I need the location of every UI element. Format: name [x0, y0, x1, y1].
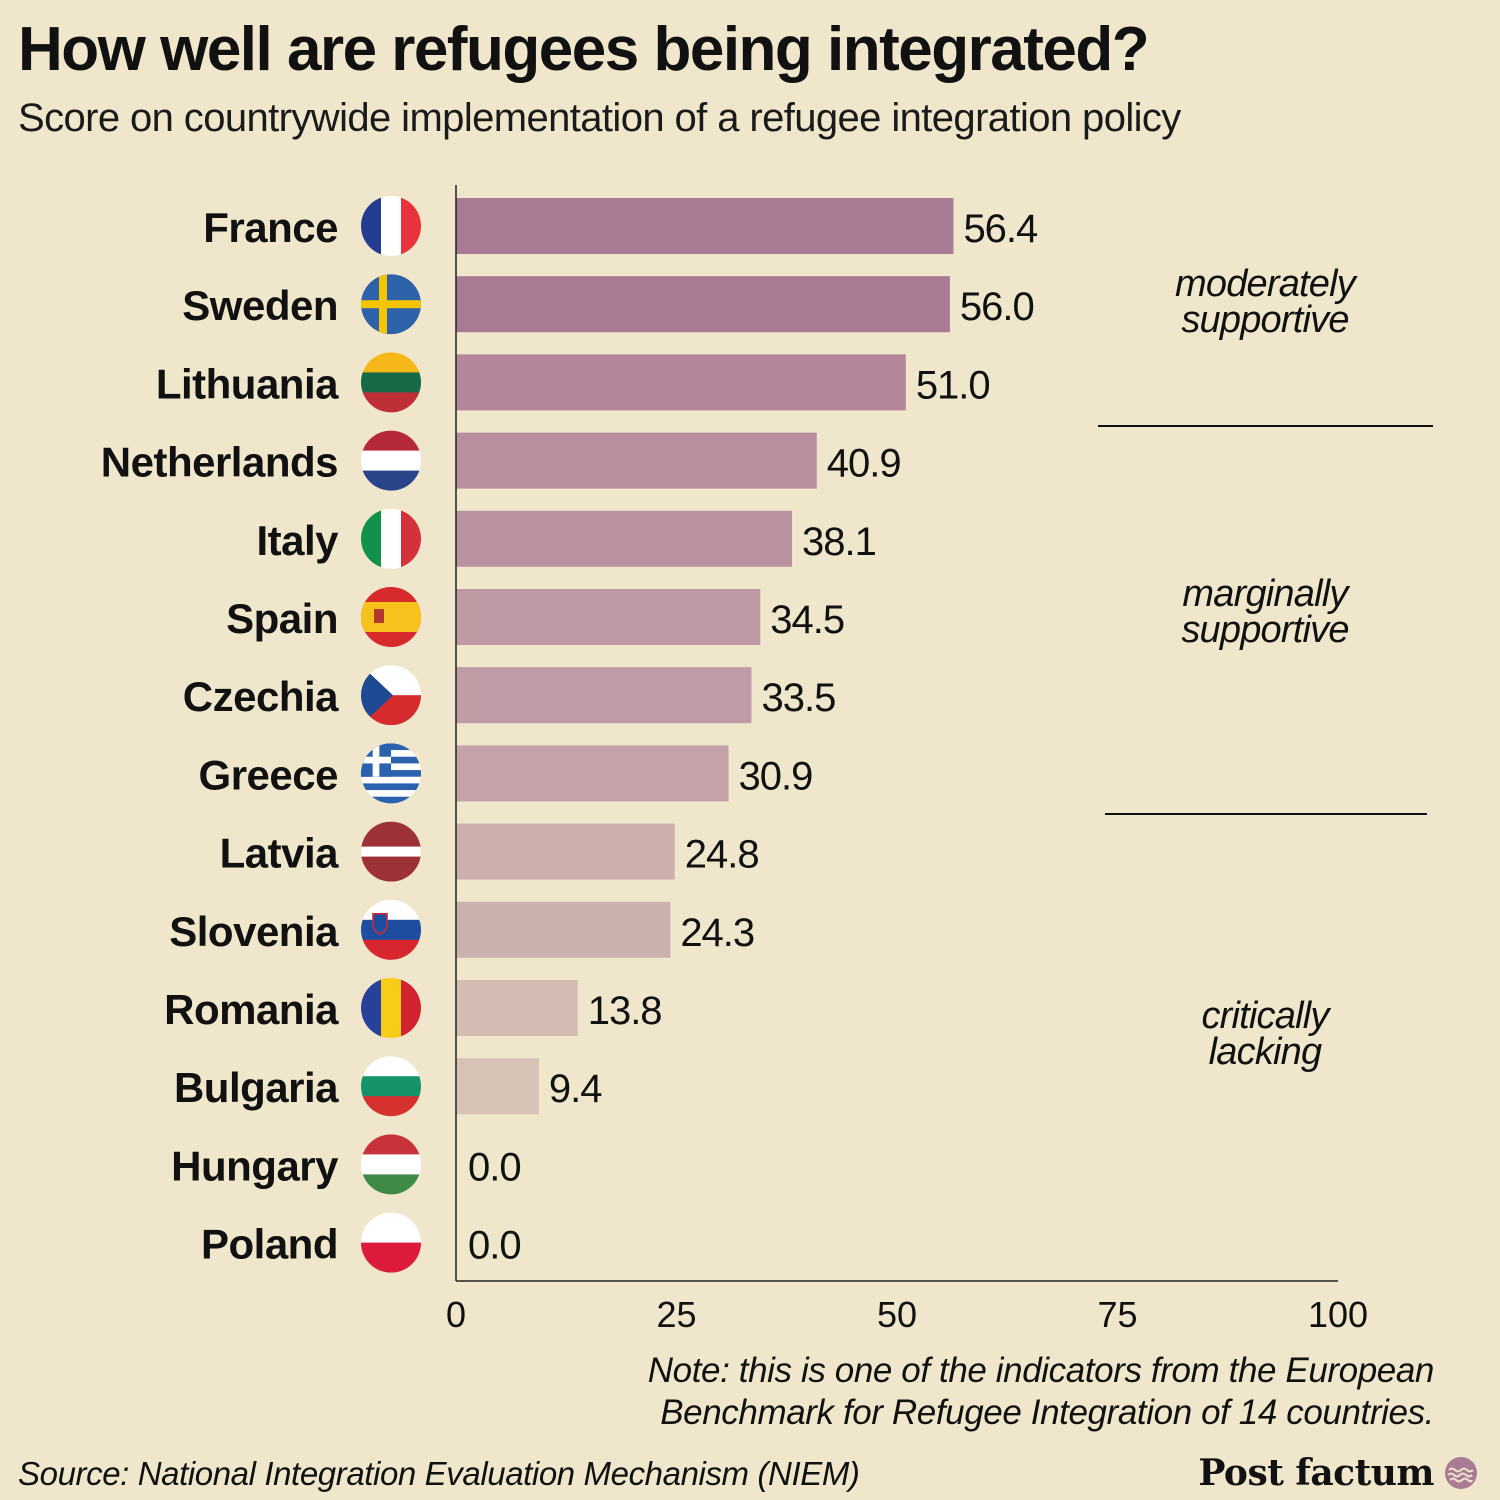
brand-name: Post factum	[1198, 1452, 1434, 1494]
category-label-greece: Greece	[199, 751, 338, 798]
category-label-spain: Spain	[226, 595, 338, 642]
bar-romania	[456, 980, 578, 1036]
chart-title: How well are refugees being integrated?	[18, 15, 1150, 84]
czechia-flag	[361, 665, 421, 726]
x-tick-label-25: 25	[656, 1294, 696, 1335]
value-label-italy: 38.1	[802, 520, 876, 564]
category-label-sweden: Sweden	[182, 282, 338, 329]
bar-greece	[456, 745, 729, 802]
wave-circle-icon	[1445, 1457, 1477, 1489]
slovenia-flag	[361, 899, 421, 960]
bar-netherlands	[456, 432, 817, 489]
value-label-netherlands: 40.9	[827, 442, 901, 486]
latvia-flag	[361, 821, 421, 882]
x-tick-label-75: 75	[1097, 1294, 1137, 1335]
brand: Post factum	[1198, 1452, 1478, 1494]
group-label-moderately-supportive: moderately supportive	[1175, 263, 1358, 341]
bar-france	[456, 198, 954, 254]
value-label-slovenia: 24.3	[680, 911, 754, 955]
chart-source: Source: National Integration Evaluation …	[18, 1455, 860, 1492]
group-label-marginally-supportive: marginally supportive	[1181, 573, 1350, 651]
value-label-hungary: 0.0	[468, 1145, 521, 1189]
category-label-bulgaria: Bulgaria	[174, 1064, 339, 1111]
category-label-romania: Romania	[164, 986, 339, 1033]
category-label-france: France	[203, 204, 338, 251]
category-label-lithuania: Lithuania	[156, 360, 339, 407]
italy-flag	[361, 508, 421, 569]
category-label-czechia: Czechia	[183, 673, 339, 720]
lithuania-flag	[361, 352, 421, 413]
spain-flag	[361, 587, 421, 647]
category-label-netherlands: Netherlands	[101, 439, 338, 486]
value-label-latvia: 24.8	[685, 833, 759, 877]
x-tick-label-0: 0	[446, 1294, 466, 1335]
bar-latvia	[456, 823, 675, 880]
x-tick-label-100: 100	[1308, 1294, 1368, 1335]
value-label-sweden: 56.0	[960, 285, 1034, 329]
sweden-flag	[361, 274, 421, 335]
bar-slovenia	[456, 901, 671, 958]
value-label-czechia: 33.5	[761, 676, 835, 720]
category-label-poland: Poland	[201, 1221, 338, 1268]
value-label-france: 56.4	[963, 207, 1038, 251]
value-label-romania: 13.8	[588, 989, 662, 1033]
group-label-critically-lacking: critically lacking	[1201, 995, 1331, 1073]
hungary-flag	[361, 1134, 421, 1195]
value-label-greece: 30.9	[739, 754, 813, 798]
category-label-italy: Italy	[256, 517, 339, 564]
value-label-lithuania: 51.0	[916, 363, 990, 407]
value-label-spain: 34.5	[770, 598, 844, 642]
france-flag	[361, 196, 421, 256]
bar-lithuania	[456, 354, 906, 411]
value-label-poland: 0.0	[468, 1224, 521, 1268]
bulgaria-flag	[361, 1056, 421, 1117]
greece-flag	[361, 743, 421, 804]
bar-sweden	[456, 276, 950, 333]
value-label-bulgaria: 9.4	[549, 1067, 602, 1111]
bar-italy	[456, 510, 793, 567]
x-tick-label-50: 50	[877, 1294, 917, 1335]
category-label-slovenia: Slovenia	[169, 908, 339, 955]
poland-flag	[361, 1212, 421, 1273]
chart-subtitle: Score on countrywide implementation of a…	[18, 96, 1181, 140]
bar-bulgaria	[456, 1058, 539, 1115]
chart-note: Note: this is one of the indicators from…	[647, 1351, 1435, 1432]
category-label-latvia: Latvia	[220, 830, 340, 877]
bar-spain	[456, 589, 761, 645]
category-label-hungary: Hungary	[171, 1142, 339, 1189]
romania-flag	[361, 978, 421, 1038]
netherlands-flag	[361, 430, 421, 491]
bar-czechia	[456, 667, 752, 724]
